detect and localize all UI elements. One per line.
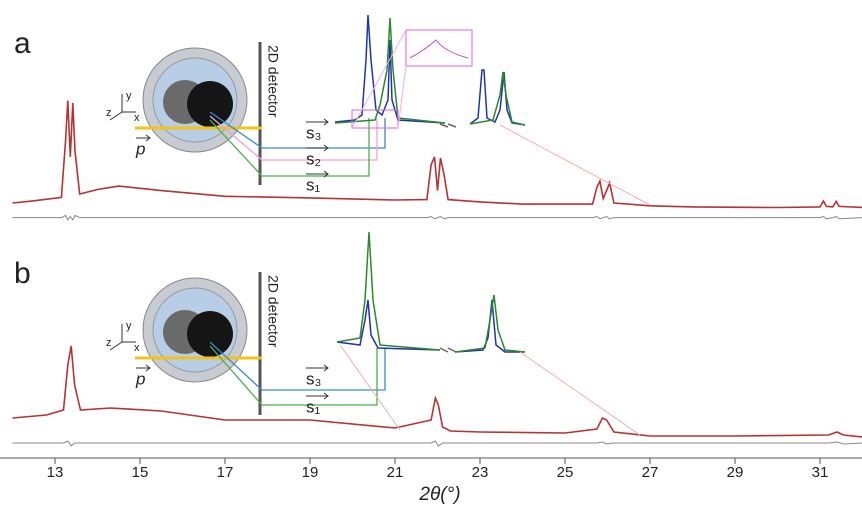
x-tick-label: 27 bbox=[642, 464, 659, 481]
scatter-path bbox=[209, 341, 386, 391]
beam-label: p bbox=[135, 369, 145, 388]
x-tick-label: 29 bbox=[727, 464, 744, 481]
vector-label: s₃ bbox=[306, 123, 321, 142]
x-tick-label: 25 bbox=[557, 464, 574, 481]
x-tick-label: 15 bbox=[132, 464, 149, 481]
setup-illustration: 2D detector xy z p s₃ s₂ s₁ bbox=[106, 42, 386, 194]
detector-label: 2D detector bbox=[265, 275, 281, 348]
scatter-path bbox=[209, 118, 370, 177]
vector-arrow bbox=[306, 170, 329, 178]
difference-line bbox=[12, 214, 862, 221]
x-tick-label: 23 bbox=[472, 464, 489, 481]
scatter-path bbox=[209, 345, 378, 406]
x-tick-label: 21 bbox=[387, 464, 404, 481]
panel-label: b bbox=[14, 257, 31, 290]
axis-symbol: x bbox=[134, 342, 140, 354]
beam-arrow bbox=[136, 134, 151, 142]
vector-label: s₁ bbox=[306, 175, 321, 194]
inset-b bbox=[336, 231, 641, 436]
sphere bbox=[187, 311, 233, 357]
axis-symbol: z bbox=[106, 107, 112, 119]
x-tick-label: 17 bbox=[217, 464, 234, 481]
scatter-path bbox=[209, 115, 378, 161]
vector-arrow bbox=[306, 118, 329, 126]
inset-a bbox=[334, 14, 651, 206]
x-tick-label: 31 bbox=[812, 464, 829, 481]
x-tick-label: 13 bbox=[47, 464, 64, 481]
axis-symbol: x bbox=[134, 112, 140, 124]
panel-label: a bbox=[14, 27, 31, 60]
vector-label: s₃ bbox=[306, 369, 321, 388]
axes-icon bbox=[109, 94, 136, 121]
setup-illustration: 2D detector xy z p s₃ s₁ bbox=[106, 272, 386, 416]
axes-icon bbox=[109, 324, 136, 351]
vector-label: s₁ bbox=[306, 397, 321, 416]
axis-symbol: y bbox=[126, 320, 132, 332]
pattern-line bbox=[12, 100, 862, 209]
pattern-line bbox=[12, 345, 862, 438]
beam-label: p bbox=[135, 139, 145, 158]
vector-arrow bbox=[306, 364, 329, 372]
vector-label: s₂ bbox=[306, 149, 321, 168]
beam-arrow bbox=[136, 364, 151, 372]
sphere bbox=[187, 81, 233, 127]
axis-symbol: y bbox=[126, 90, 132, 102]
detector-label: 2D detector bbox=[265, 45, 281, 118]
vector-arrow bbox=[306, 144, 329, 152]
x-axis-title: 2θ(°) bbox=[418, 484, 460, 505]
difference-line bbox=[12, 440, 862, 447]
axis-symbol: z bbox=[106, 337, 112, 349]
vector-arrow bbox=[306, 392, 329, 400]
x-tick-label: 19 bbox=[302, 464, 319, 481]
